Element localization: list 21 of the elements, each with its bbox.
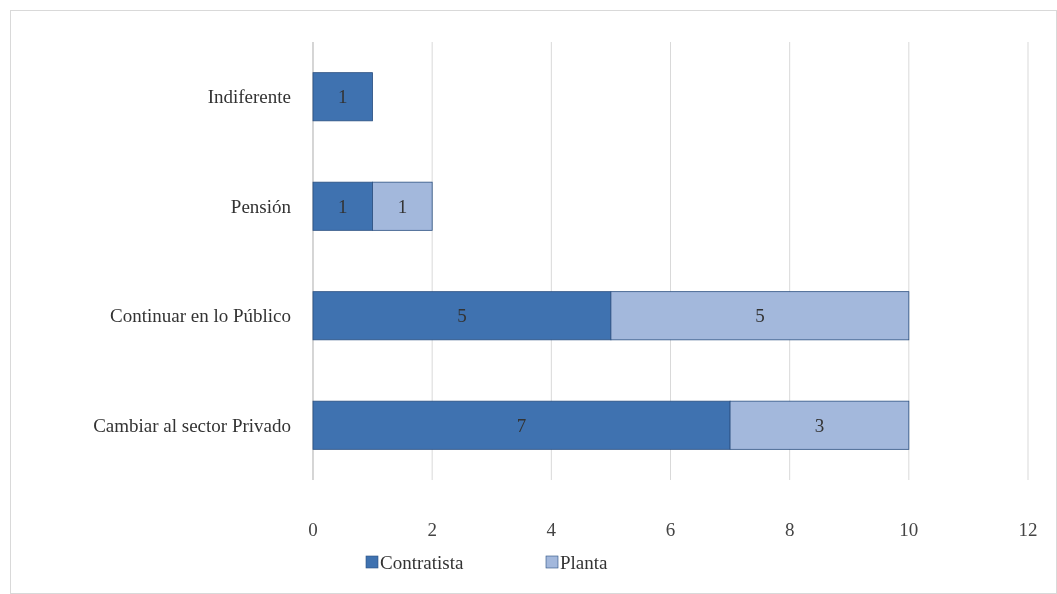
- y-tick-label: Pensión: [230, 195, 292, 217]
- data-label: 3: [814, 414, 825, 436]
- y-tick-label: Indiferente: [207, 86, 291, 108]
- x-tick-label: 6: [665, 519, 676, 540]
- y-tick-label: Continuar en lo Público: [109, 305, 291, 327]
- data-label: 1: [338, 195, 348, 217]
- y-tick-label: Cambiar al sector Privado: [93, 414, 291, 436]
- data-label: 5: [457, 305, 467, 327]
- data-label: 7: [516, 414, 527, 436]
- x-tick-label: 0: [308, 519, 318, 540]
- x-tick-label: 4: [546, 519, 557, 540]
- legend-label: Contratista: [380, 551, 464, 573]
- data-label: 1: [338, 86, 348, 108]
- x-tick-label: 8: [784, 519, 795, 540]
- data-label: 1: [397, 195, 408, 217]
- x-tick-label: 2: [427, 519, 437, 540]
- x-tick-label: 10: [899, 519, 919, 540]
- data-label: 5: [755, 305, 765, 327]
- legend-label: Planta: [560, 551, 609, 573]
- bar: [312, 72, 373, 122]
- x-tick-label: 12: [1018, 519, 1038, 540]
